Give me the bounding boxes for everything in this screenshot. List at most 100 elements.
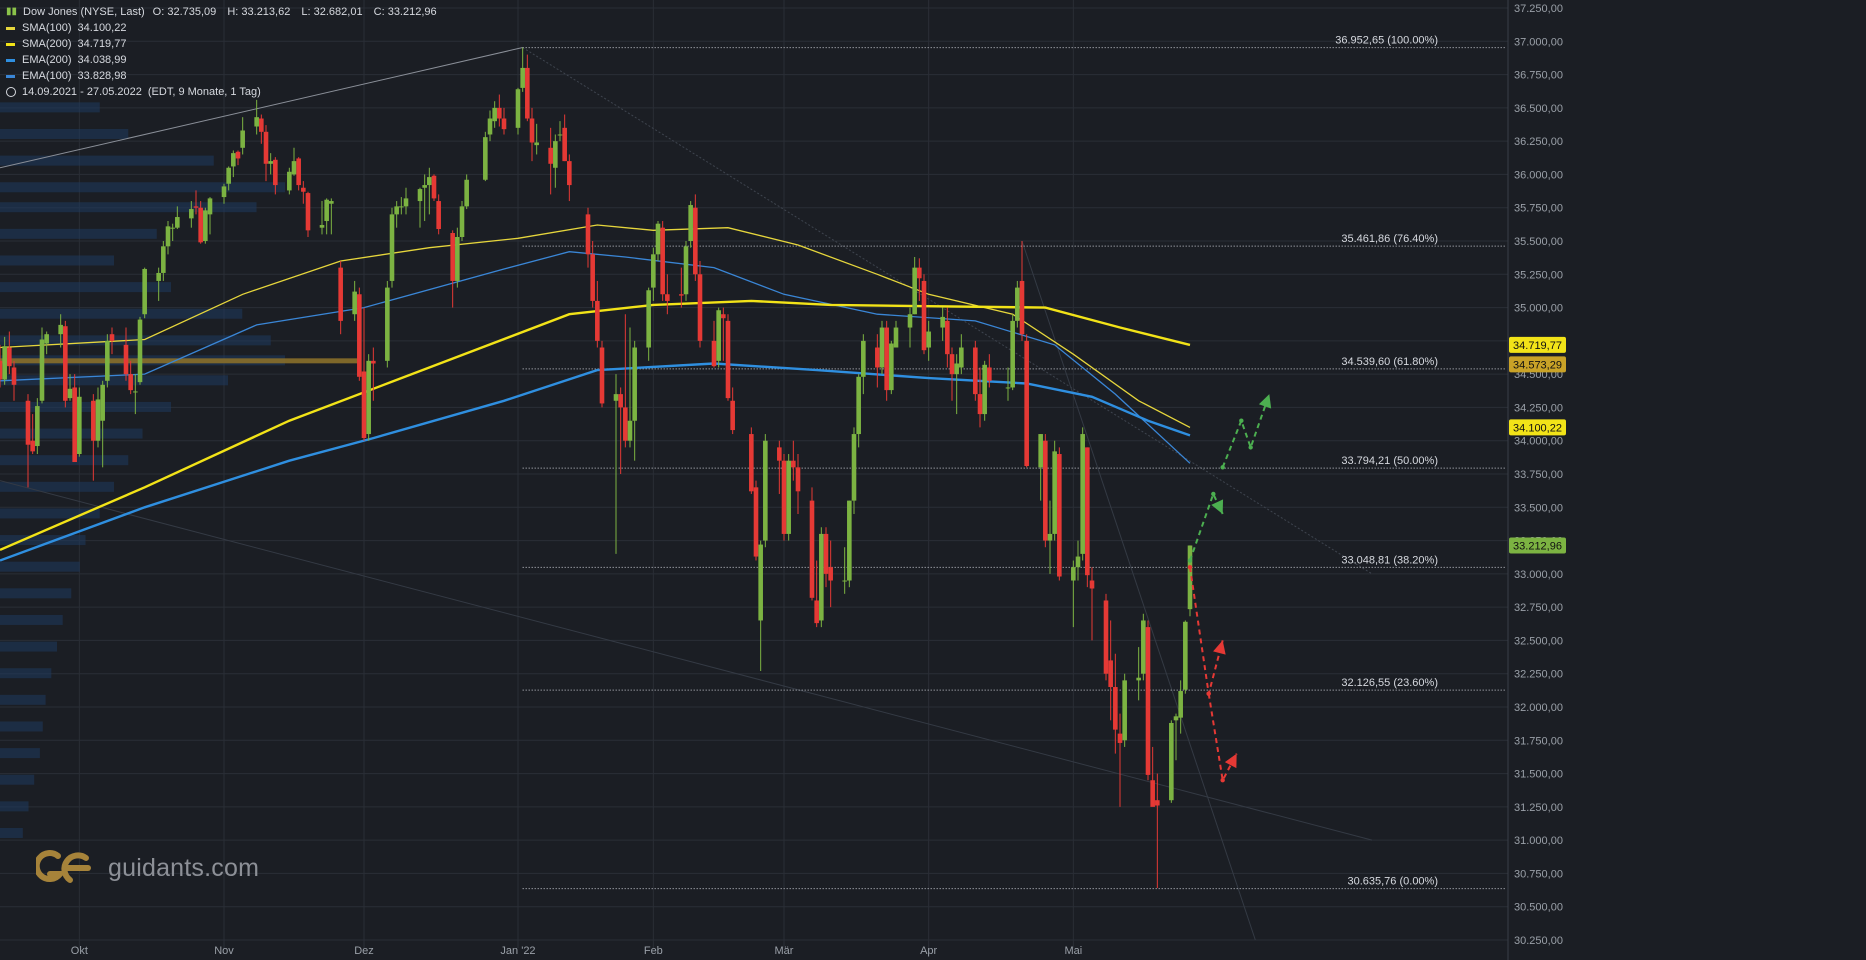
candle: [109, 327, 115, 355]
candle: [287, 167, 292, 195]
candle: [567, 154, 572, 202]
candle-body: [221, 186, 227, 198]
candle: [893, 320, 899, 348]
price-tick-label: 32.500,00: [1514, 635, 1563, 647]
candle: [1173, 713, 1179, 761]
candle-body: [1141, 620, 1146, 674]
candle-body: [1122, 680, 1127, 741]
candle: [562, 114, 567, 162]
candle-body: [949, 354, 955, 375]
candle: [1019, 241, 1025, 341]
price-tick-label: 32.000,00: [1514, 702, 1563, 714]
legend-ema200[interactable]: EMA(200) 34.038,99: [6, 52, 437, 68]
price-badge-bg: [1509, 336, 1566, 353]
volume-profile-bar: [0, 508, 100, 519]
candle-body: [795, 467, 801, 492]
candle-body: [193, 206, 199, 208]
candle: [301, 181, 306, 204]
candle: [553, 134, 558, 188]
candle-body: [856, 376, 861, 435]
candle: [679, 267, 684, 308]
price-tick-label: 31.000,00: [1514, 835, 1563, 847]
price-tick-label: 30.750,00: [1514, 868, 1563, 880]
candle-body: [72, 387, 77, 463]
candle: [926, 320, 931, 361]
candle-body: [842, 580, 847, 582]
candle: [389, 207, 395, 288]
candle-body: [1075, 556, 1081, 568]
candle: [72, 374, 77, 463]
legend-ema100[interactable]: EMA(100) 33.828,98: [6, 68, 437, 84]
instrument-title: Dow Jones (NYSE, Last): [23, 6, 145, 18]
candle-body: [58, 324, 63, 335]
candle: [889, 340, 894, 395]
date-range: 14.09.2021 - 27.05.2022: [22, 86, 142, 98]
volume-profile-bar: [0, 641, 57, 652]
candle-body: [128, 374, 133, 391]
candle-body: [665, 294, 670, 301]
candle-body: [175, 217, 180, 228]
candle-body: [693, 207, 698, 275]
trendline: [0, 480, 1373, 841]
candle: [123, 327, 129, 381]
candle: [1057, 447, 1062, 581]
candle: [529, 107, 535, 162]
candle-body: [422, 185, 427, 188]
candle-body: [1117, 733, 1123, 743]
candle: [632, 340, 637, 461]
candle: [366, 354, 371, 441]
candle: [492, 101, 497, 128]
candle: [273, 157, 278, 195]
candle-body: [329, 201, 334, 204]
price-badge-bg: [1509, 356, 1566, 373]
ema100-value: 33.828,98: [77, 70, 127, 82]
candle-body: [1136, 677, 1141, 681]
legend-sma200[interactable]: SMA(200) 34.719,77: [6, 36, 437, 52]
candle: [599, 340, 605, 408]
candle: [1015, 280, 1020, 328]
candle: [0, 344, 3, 388]
price-tick-label: 37.000,00: [1514, 36, 1563, 48]
candle: [268, 153, 273, 175]
price-badge-label: 34.719,77: [1513, 340, 1562, 352]
candle: [1150, 746, 1155, 807]
candle: [464, 174, 469, 210]
candle-body: [987, 367, 992, 381]
candle: [786, 454, 791, 541]
candle-body: [893, 327, 899, 348]
sma200-label: SMA(200): [22, 38, 72, 50]
sma200-swatch: [6, 42, 15, 46]
legend-sma100[interactable]: SMA(100) 34.100,22: [6, 20, 437, 36]
point-of-control-line: [0, 358, 360, 364]
candle-body: [30, 440, 35, 452]
candle: [357, 287, 362, 381]
candle: [618, 387, 623, 474]
candles: [0, 47, 1193, 889]
candle: [170, 223, 175, 241]
candle-body: [105, 340, 110, 381]
candle: [487, 110, 493, 142]
candle-body: [632, 347, 637, 421]
candle-body: [1178, 691, 1183, 718]
candle: [758, 540, 763, 672]
candle-body: [301, 187, 306, 192]
time-tick-label: Okt: [71, 945, 88, 957]
forecast-node: [1211, 491, 1216, 497]
candle-body: [907, 314, 913, 328]
candle-body: [725, 320, 731, 399]
ema200-value: 34.038,99: [77, 54, 127, 66]
candle: [977, 367, 983, 428]
candle-body: [1005, 387, 1011, 389]
time-tick-label: Mai: [1064, 945, 1082, 957]
candle: [329, 198, 334, 235]
candle: [940, 307, 945, 341]
candle-body: [1183, 621, 1188, 690]
candle: [683, 241, 689, 301]
time-tick-label: Dez: [354, 945, 374, 957]
time-axis: Okt Nov Dez Jan '22 Feb Mär Apr Mai: [71, 945, 1082, 957]
candle-body: [67, 388, 73, 399]
candle-body: [749, 434, 754, 492]
time-tick-label: Mär: [775, 945, 794, 957]
candle: [403, 187, 409, 215]
